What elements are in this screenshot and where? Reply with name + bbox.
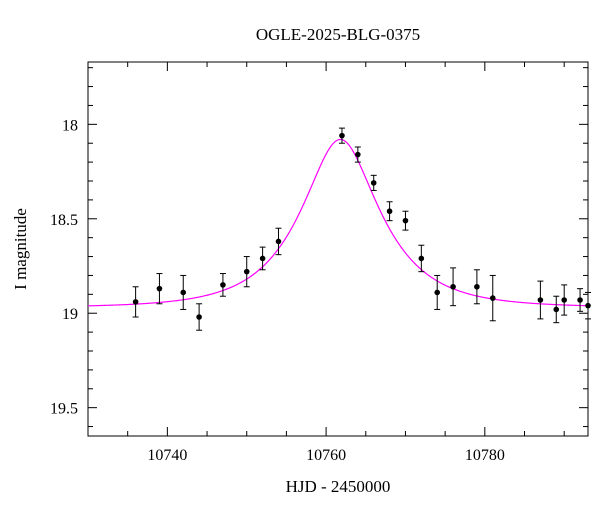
model-curve bbox=[88, 138, 588, 307]
data-point bbox=[180, 289, 187, 296]
x-tick-label: 10780 bbox=[465, 447, 505, 464]
data-point bbox=[577, 297, 583, 303]
x-tick-label: 10740 bbox=[147, 447, 187, 464]
data-point bbox=[489, 295, 496, 301]
data-point bbox=[196, 314, 202, 320]
y-tick-label: 18 bbox=[62, 117, 78, 134]
data-point bbox=[243, 268, 250, 275]
chart-title: OGLE-2025-BLG-0375 bbox=[256, 25, 420, 44]
data-point bbox=[434, 289, 441, 296]
data-point bbox=[355, 151, 361, 158]
y-tick-label: 19 bbox=[62, 306, 78, 323]
data-point bbox=[585, 302, 591, 309]
ticks-layer: 10740 10760 10780 18 18.5 19 19.5 bbox=[50, 62, 588, 464]
data-point bbox=[370, 180, 377, 186]
data-point bbox=[339, 132, 345, 139]
data-point bbox=[474, 283, 480, 290]
y-tick-label: 18.5 bbox=[50, 212, 78, 229]
data-point bbox=[259, 255, 266, 262]
data-point bbox=[132, 299, 139, 305]
data-point bbox=[418, 255, 425, 262]
data-point bbox=[561, 297, 567, 303]
model-layer bbox=[88, 138, 588, 307]
y-axis-label: I magnitude bbox=[11, 208, 30, 290]
data-point bbox=[275, 238, 282, 245]
data-point bbox=[537, 297, 544, 303]
data-point bbox=[450, 283, 456, 290]
y-tick-label: 19.5 bbox=[50, 401, 78, 418]
x-axis-label: HJD - 2450000 bbox=[286, 477, 391, 496]
plot-frame bbox=[87, 61, 589, 437]
x-tick-label: 10760 bbox=[306, 447, 346, 464]
data-point bbox=[402, 217, 409, 224]
data-point bbox=[386, 208, 393, 215]
data-point bbox=[220, 282, 226, 288]
points-layer bbox=[132, 127, 591, 331]
data-point bbox=[156, 285, 163, 292]
data-point bbox=[553, 306, 560, 313]
